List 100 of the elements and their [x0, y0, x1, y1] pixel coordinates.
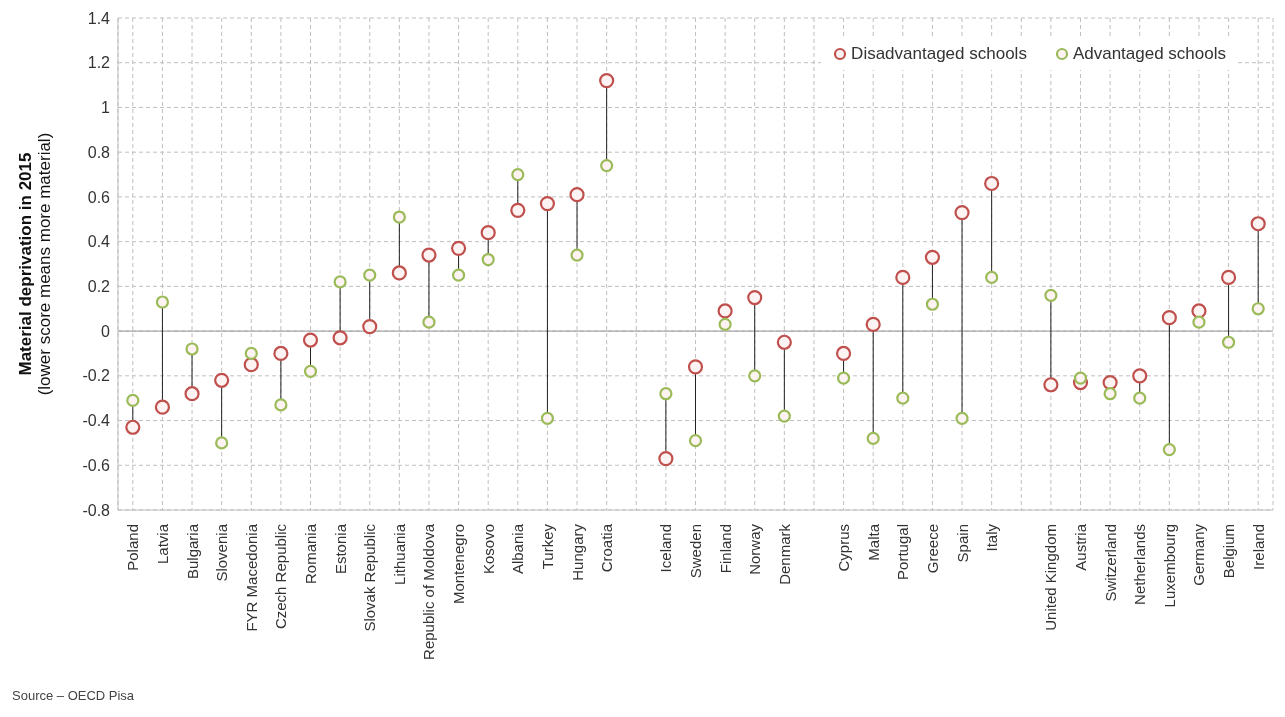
point [570, 248, 584, 262]
x-tick-label: Finland [716, 524, 734, 574]
point [1102, 374, 1118, 391]
y-tick-label: -0.8 [82, 501, 111, 519]
point [1133, 391, 1147, 405]
point [126, 393, 140, 408]
point [333, 275, 347, 289]
point [777, 409, 791, 423]
x-tick-label: Sweden [687, 524, 704, 579]
point [422, 315, 436, 329]
point [363, 268, 377, 282]
point [659, 387, 673, 401]
x-tick-label: Turkey [538, 523, 556, 570]
point [421, 247, 437, 263]
point [925, 297, 940, 311]
x-tick-label: Slovenia [213, 523, 231, 582]
point [955, 411, 969, 425]
legend-label: Disadvantaged schools [850, 44, 1027, 64]
point [303, 364, 318, 378]
x-tick-label: Czech Republic [272, 523, 290, 630]
y-tick-label: 0 [101, 322, 111, 340]
y-tick-label: 1.4 [87, 9, 111, 27]
point [747, 289, 763, 306]
y-tick-label: -0.6 [82, 456, 111, 474]
x-tick-label: Malta [864, 523, 882, 561]
x-tick-label: Republic of Moldova [420, 523, 438, 660]
point [1132, 368, 1148, 384]
point [1161, 310, 1177, 326]
point [215, 436, 229, 450]
x-tick-label: Lithuania [390, 523, 408, 585]
point [1221, 335, 1236, 349]
point [924, 249, 941, 265]
x-tick-label: Croatia [598, 523, 616, 573]
point [510, 202, 526, 218]
point [451, 268, 466, 282]
source-note: Source – OECD Pisa [12, 688, 135, 703]
y-tick-label: -0.2 [82, 367, 111, 385]
point [1191, 303, 1207, 319]
point [717, 303, 733, 319]
y-tick-label: 0.2 [87, 278, 111, 296]
x-tick-label: Ireland [1249, 524, 1267, 570]
point [658, 450, 674, 467]
point [539, 196, 556, 212]
x-tick-label: Austria [1072, 523, 1089, 571]
point [984, 175, 1000, 192]
point [362, 319, 378, 335]
point [835, 345, 852, 362]
x-tick-label: Poland [124, 524, 142, 571]
point [600, 159, 614, 173]
point [896, 391, 910, 405]
point [302, 332, 319, 348]
x-tick-label: Greece [923, 524, 941, 574]
y-tick-label: 1.2 [87, 54, 111, 72]
x-tick-label: Denmark [775, 523, 793, 585]
y-axis-title: Material deprivation in 2015 (lower score means more material) [16, 132, 55, 396]
point [1044, 288, 1058, 302]
y-tick-label: 0.4 [87, 233, 111, 251]
point [569, 187, 585, 203]
x-tick-label: Iceland [657, 524, 675, 573]
point [332, 330, 348, 346]
x-tick-label: Albania [509, 523, 527, 575]
point [836, 371, 851, 385]
x-tick-label: Kosovo [479, 524, 497, 575]
x-tick-label: Spain [953, 524, 971, 563]
point [718, 317, 732, 331]
point [392, 210, 406, 224]
x-tick-label: Cyprus [835, 524, 853, 572]
point [1162, 443, 1176, 457]
x-tick-label: Estonia [331, 523, 349, 575]
x-tick-label: Netherlands [1131, 524, 1149, 605]
point [244, 346, 258, 361]
x-tick-label: Romania [302, 523, 319, 585]
x-tick-label: United Kingdom [1042, 524, 1060, 631]
point [1103, 387, 1117, 401]
point [184, 386, 200, 402]
point [273, 345, 289, 362]
point [480, 225, 496, 241]
point [391, 265, 407, 281]
point [154, 399, 171, 415]
point [985, 270, 999, 285]
point [895, 269, 911, 286]
point [155, 295, 170, 309]
point [599, 73, 615, 89]
point [776, 334, 792, 350]
point [866, 431, 880, 446]
y-tick-label: 1 [101, 99, 111, 117]
point [125, 419, 141, 435]
x-tick-label: Latvia [153, 523, 171, 565]
x-tick-label: Portugal [894, 524, 912, 580]
x-tick-label: Bulgaria [183, 523, 201, 580]
x-tick-label: Montenegro [450, 524, 468, 605]
point [274, 398, 288, 412]
y-tick-label: 0.8 [87, 143, 111, 161]
point [1250, 216, 1266, 232]
x-tick-label: Italy [983, 523, 1001, 552]
point [1251, 302, 1265, 316]
point [1192, 315, 1206, 329]
x-tick-label: FYR Macedonia [242, 523, 260, 632]
point [1220, 269, 1237, 286]
x-tick-label: Germany [1190, 523, 1208, 586]
